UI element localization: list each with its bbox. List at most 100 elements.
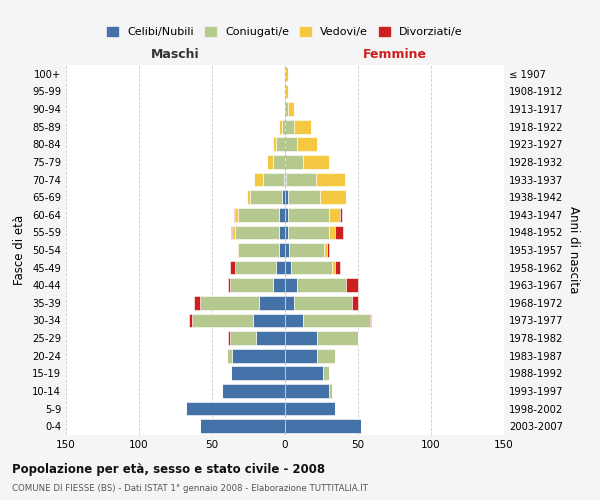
Bar [279, 226, 285, 239]
Bar [288, 190, 320, 204]
Bar [346, 278, 358, 292]
Y-axis label: Anni di nascita: Anni di nascita [567, 206, 580, 294]
Bar [284, 67, 285, 80]
Bar [231, 226, 232, 239]
Bar [296, 138, 317, 151]
Bar [288, 102, 294, 116]
Bar [329, 208, 340, 222]
Bar [335, 226, 343, 239]
Bar [352, 296, 358, 310]
Bar [228, 331, 230, 345]
Bar [285, 84, 288, 98]
Bar [247, 190, 250, 204]
Bar [285, 102, 288, 116]
Bar [329, 384, 332, 398]
Bar [285, 420, 361, 433]
Bar [188, 314, 191, 328]
Bar [230, 278, 274, 292]
Bar [325, 243, 328, 257]
Bar [235, 208, 238, 222]
Bar [250, 190, 282, 204]
Bar [279, 120, 282, 134]
Bar [274, 278, 285, 292]
Bar [194, 296, 200, 310]
Bar [222, 384, 285, 398]
Bar [276, 138, 285, 151]
Bar [230, 331, 256, 345]
Bar [286, 172, 316, 186]
Bar [335, 260, 340, 274]
Bar [200, 296, 259, 310]
Bar [285, 190, 288, 204]
Bar [285, 366, 323, 380]
Bar [231, 366, 285, 380]
Bar [276, 260, 285, 274]
Bar [285, 67, 288, 80]
Bar [317, 331, 358, 345]
Bar [329, 226, 335, 239]
Bar [328, 243, 329, 257]
Bar [279, 208, 285, 222]
Bar [238, 208, 279, 222]
Bar [285, 384, 329, 398]
Bar [302, 155, 329, 169]
Bar [285, 278, 296, 292]
Bar [282, 190, 285, 204]
Bar [296, 278, 346, 292]
Bar [316, 172, 345, 186]
Bar [268, 155, 274, 169]
Bar [253, 314, 285, 328]
Bar [228, 278, 230, 292]
Bar [200, 420, 285, 433]
Bar [235, 226, 279, 239]
Bar [237, 243, 238, 257]
Bar [238, 243, 279, 257]
Bar [320, 190, 346, 204]
Bar [291, 260, 332, 274]
Y-axis label: Fasce di età: Fasce di età [13, 215, 26, 285]
Bar [279, 243, 285, 257]
Bar [294, 296, 352, 310]
Bar [285, 349, 317, 362]
Bar [285, 226, 288, 239]
Bar [288, 208, 329, 222]
Bar [230, 260, 235, 274]
Text: Maschi: Maschi [151, 48, 200, 62]
Bar [285, 402, 335, 415]
Bar [235, 260, 276, 274]
Bar [285, 243, 289, 257]
Bar [191, 314, 253, 328]
Bar [340, 208, 342, 222]
Bar [259, 296, 285, 310]
Legend: Celibi/Nubili, Coniugati/e, Vedovi/e, Divorziati/e: Celibi/Nubili, Coniugati/e, Vedovi/e, Di… [103, 22, 467, 42]
Bar [294, 120, 311, 134]
Bar [370, 314, 371, 328]
Bar [232, 349, 285, 362]
Bar [288, 226, 329, 239]
Bar [285, 155, 302, 169]
Text: COMUNE DI FIESSE (BS) - Dati ISTAT 1° gennaio 2008 - Elaborazione TUTTITALIA.IT: COMUNE DI FIESSE (BS) - Dati ISTAT 1° ge… [12, 484, 368, 493]
Bar [285, 260, 291, 274]
Bar [284, 172, 285, 186]
Bar [332, 260, 335, 274]
Bar [274, 138, 276, 151]
Bar [234, 208, 235, 222]
Text: Popolazione per età, sesso e stato civile - 2008: Popolazione per età, sesso e stato civil… [12, 462, 325, 475]
Bar [317, 349, 335, 362]
Bar [285, 331, 317, 345]
Text: Femmine: Femmine [362, 48, 427, 62]
Bar [285, 314, 302, 328]
Bar [285, 138, 296, 151]
Bar [232, 226, 235, 239]
Bar [289, 243, 325, 257]
Bar [227, 349, 232, 362]
Bar [323, 366, 329, 380]
Bar [282, 120, 285, 134]
Bar [285, 120, 294, 134]
Bar [274, 155, 285, 169]
Bar [186, 402, 285, 415]
Bar [285, 172, 286, 186]
Bar [302, 314, 370, 328]
Bar [254, 172, 263, 186]
Bar [256, 331, 285, 345]
